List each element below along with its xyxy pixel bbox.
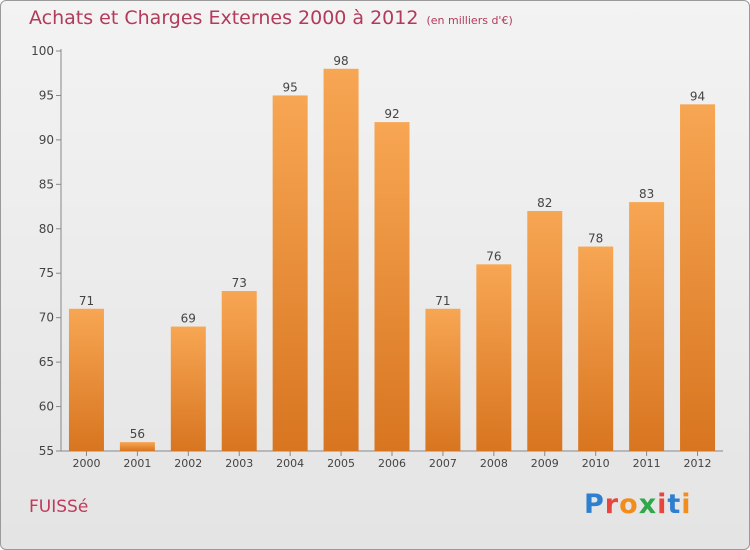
chart-title-block: Achats et Charges Externes 2000 à 2012 (e… [29,7,513,29]
bar [68,308,104,451]
x-tick-label: 2012 [684,457,712,470]
data-label: 98 [333,54,348,68]
y-tick-label: 95 [39,88,54,102]
bar [170,326,206,451]
data-labels: 71 56 69 73 95 98 92 71 76 82 78 83 94 [79,54,705,441]
data-label: 78 [588,232,603,246]
x-tick-label: 2005 [327,457,355,470]
bar [578,246,614,451]
y-tick-label: 80 [39,222,54,236]
y-tick-label: 100 [31,44,54,58]
bar [680,104,716,451]
logo-letter: t [667,489,682,520]
data-label: 71 [79,294,94,308]
data-label: 69 [181,312,196,326]
bar [629,202,665,451]
x-tick-label: 2011 [633,457,661,470]
y-tick-label: 90 [39,133,54,147]
data-label: 95 [283,80,298,94]
data-label: 92 [384,107,399,121]
bar [374,122,410,451]
y-tick-label: 65 [39,355,54,369]
logo-letter: o [619,489,639,520]
data-label: 76 [486,249,501,263]
proxiti-logo: Proxiti [584,489,692,520]
x-tick-label: 2006 [378,457,406,470]
y-tick-label: 75 [39,266,54,280]
data-label: 73 [232,276,247,290]
bar [323,68,359,452]
data-label: 71 [435,294,450,308]
x-tick-label: 2010 [582,457,610,470]
x-tick-label: 2000 [72,457,100,470]
x-tick-label: 2002 [174,457,202,470]
bar [476,264,512,451]
bar [425,308,461,451]
logo-letter: i [657,489,668,520]
chart-title: Achats et Charges Externes 2000 à 2012 [29,7,419,29]
x-tick-label: 2008 [480,457,508,470]
logo-letter: i [681,489,692,520]
logo-letter: r [604,489,620,520]
data-label: 83 [639,187,654,201]
bar [221,291,257,451]
bars [68,68,716,452]
bar [527,211,563,451]
x-tick-label: 2007 [429,457,457,470]
bar [272,95,308,451]
data-label: 82 [537,196,552,210]
data-label: 94 [690,89,705,103]
x-tick-label: 2004 [276,457,304,470]
y-tick-label: 85 [39,177,54,191]
x-tick-label: 2009 [531,457,559,470]
y-tick-label: 70 [39,311,54,325]
bar [119,442,155,451]
chart-unit: (en milliers d'€) [426,14,513,27]
x-tick-label: 2003 [225,457,253,470]
logo-letter: x [638,489,658,520]
y-tick-label: 60 [39,400,54,414]
y-tick-label: 55 [39,444,54,458]
logo-letter: P [584,489,605,520]
commune-name: FUISSé [29,497,89,517]
x-tick-label: 2001 [123,457,151,470]
data-label: 56 [130,427,145,441]
